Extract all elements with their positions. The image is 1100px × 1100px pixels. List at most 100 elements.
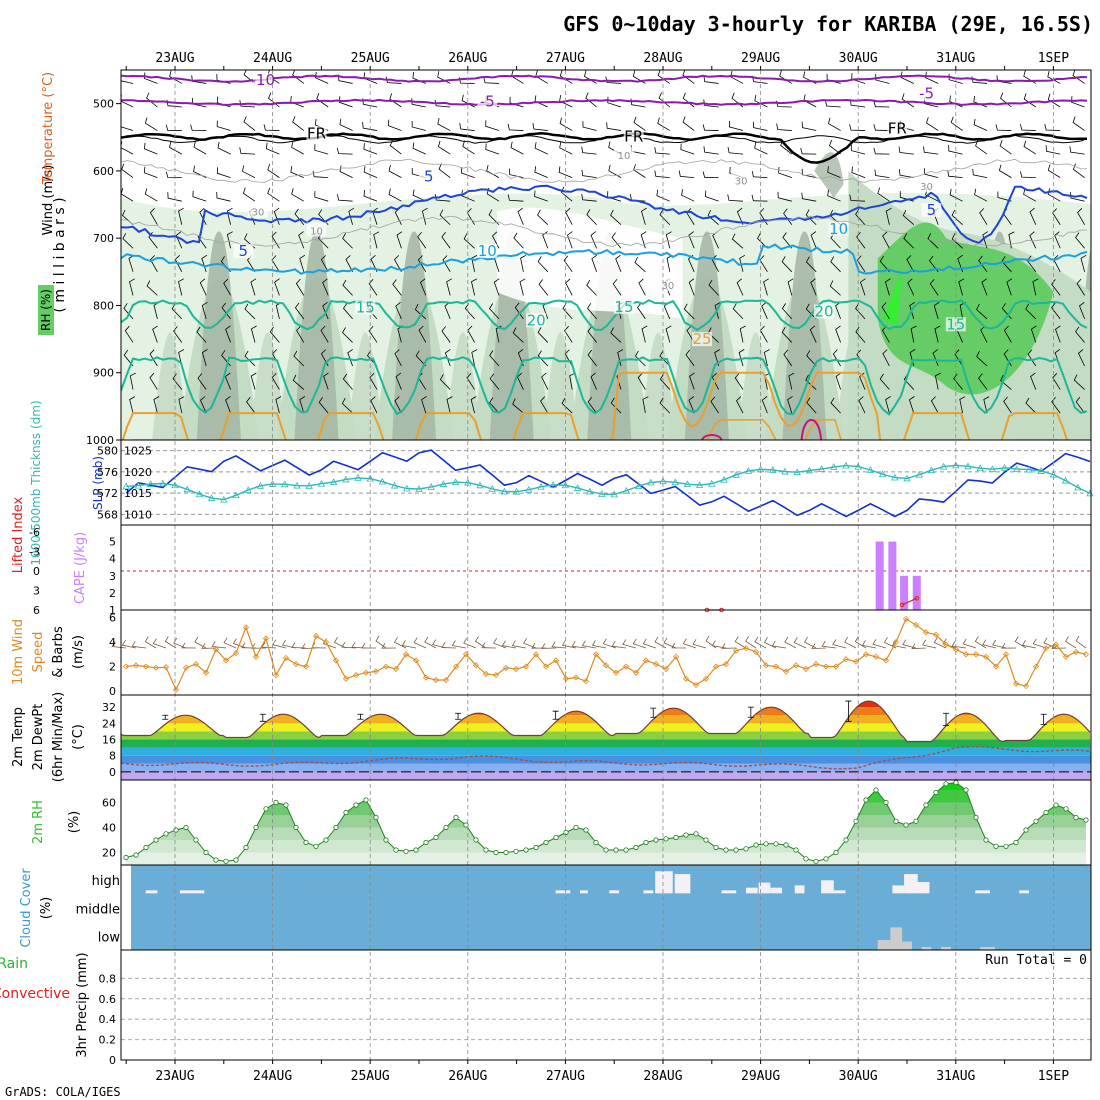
- wind10-marker: [942, 641, 950, 648]
- wind-barb: [387, 119, 402, 131]
- rh-marker: [923, 802, 929, 808]
- date-label-top: 28AUG: [643, 51, 682, 66]
- thickness-marker: [939, 462, 948, 470]
- wind-barb: [124, 325, 134, 343]
- wind-barb: [488, 303, 500, 320]
- wind-barb: [1047, 70, 1061, 84]
- wind10-marker: [1032, 663, 1040, 670]
- rh-marker: [1013, 839, 1019, 846]
- rh-marker: [683, 832, 689, 838]
- wind-barb: [754, 142, 768, 155]
- contour-label-bg: [692, 332, 713, 347]
- date-label-top: 26AUG: [448, 51, 487, 66]
- wind10-barb: [883, 637, 897, 649]
- wind-barb: [605, 76, 622, 84]
- wind10-marker: [772, 663, 780, 670]
- wind-barb: [885, 396, 891, 414]
- wind-barb: [485, 143, 500, 155]
- precip-ylabel-total: Total / Rain: [0, 956, 28, 972]
- contour-label-bg: [623, 129, 644, 144]
- contour-label-bg: [613, 299, 634, 314]
- cloud-ylabel-unit: (%): [39, 897, 54, 920]
- wind-barb: [363, 166, 378, 179]
- wind-barb: [702, 124, 719, 131]
- wind10-marker: [312, 632, 320, 640]
- rh-tick-label: 40: [102, 822, 116, 835]
- cape-bar: [875, 541, 884, 610]
- wind-barb: [754, 94, 768, 108]
- slp-tick-label: 1020: [124, 466, 152, 479]
- wind-barb: [873, 100, 890, 108]
- wind-barb: [121, 126, 134, 131]
- thickness-marker: [1074, 483, 1082, 491]
- wind-barb: [800, 147, 817, 155]
- wind-barb: [926, 117, 939, 131]
- wind-barb: [292, 70, 305, 84]
- wind-barb: [437, 140, 451, 155]
- profile-ytick-label: 500: [93, 98, 114, 111]
- wind-barb: [973, 118, 988, 131]
- wind-barb: [934, 325, 941, 343]
- wind-barb: [689, 372, 695, 390]
- wind10-barb: [474, 636, 487, 649]
- wind-barb: [958, 278, 965, 296]
- wind-barb: [899, 169, 914, 179]
- wind10-barb: [131, 641, 147, 649]
- wind-barb: [949, 188, 963, 202]
- wind-barb: [411, 98, 426, 108]
- wind10-barb: [173, 637, 187, 649]
- wind-barb: [682, 70, 695, 84]
- rh-ylabel-unit: (%): [67, 811, 82, 834]
- wind-barb: [682, 116, 695, 131]
- rh-marker: [163, 831, 169, 837]
- wind-barb: [271, 372, 280, 390]
- wind-barb: [197, 373, 207, 390]
- wind-barb: [827, 166, 841, 179]
- rh-marker: [133, 852, 139, 858]
- contour-label: 10: [478, 242, 497, 260]
- temp-band: [121, 763, 1091, 772]
- li-point: [914, 596, 920, 601]
- wind-barb: [805, 303, 817, 320]
- wind10-barb: [591, 640, 607, 649]
- wind-barb: [569, 372, 576, 390]
- wind-barb: [683, 303, 695, 320]
- wind-barb: [537, 209, 549, 226]
- temp-color-bands: [121, 701, 1091, 780]
- date-label-top: 27AUG: [546, 51, 585, 66]
- cloud-high-block: [892, 885, 905, 894]
- wind-barb: [412, 142, 426, 155]
- wind-barb: [169, 141, 182, 155]
- wind-barb: [318, 397, 329, 414]
- temp-tick-label: 8: [109, 750, 116, 763]
- thickness-marker: [610, 490, 618, 498]
- wind-barb: [538, 279, 549, 296]
- thickness-marker: [146, 480, 155, 487]
- date-label-top: 25AUG: [351, 51, 390, 66]
- contour-label-bg: [252, 73, 273, 88]
- wind10-barb: [721, 643, 737, 649]
- wind10-marker: [702, 675, 710, 682]
- wind-barb: [519, 278, 526, 296]
- wind10-barb: [784, 636, 797, 649]
- wind-barb: [1023, 93, 1037, 108]
- wind-barb: [225, 325, 231, 343]
- rh-marker: [153, 837, 159, 843]
- wind10-barb: [804, 636, 817, 649]
- wind-barb: [948, 144, 963, 155]
- date-label-top: 30AUG: [839, 51, 878, 66]
- wind-barb: [150, 255, 158, 273]
- temp-minmax-bar: [845, 700, 852, 722]
- wind-barb: [806, 397, 817, 414]
- wind-barb: [634, 256, 646, 273]
- rh-marker: [1063, 806, 1069, 812]
- wind10-barb: [1032, 638, 1047, 649]
- cape-ylabel: CAPE (J/kg): [73, 532, 88, 604]
- wind10-barb: [581, 640, 597, 649]
- wind10-marker: [142, 663, 150, 670]
- wind10-marker: [1072, 648, 1080, 655]
- wind-barb: [444, 349, 451, 367]
- wind10-barb: [611, 640, 627, 649]
- contour-label-bg: [921, 202, 942, 217]
